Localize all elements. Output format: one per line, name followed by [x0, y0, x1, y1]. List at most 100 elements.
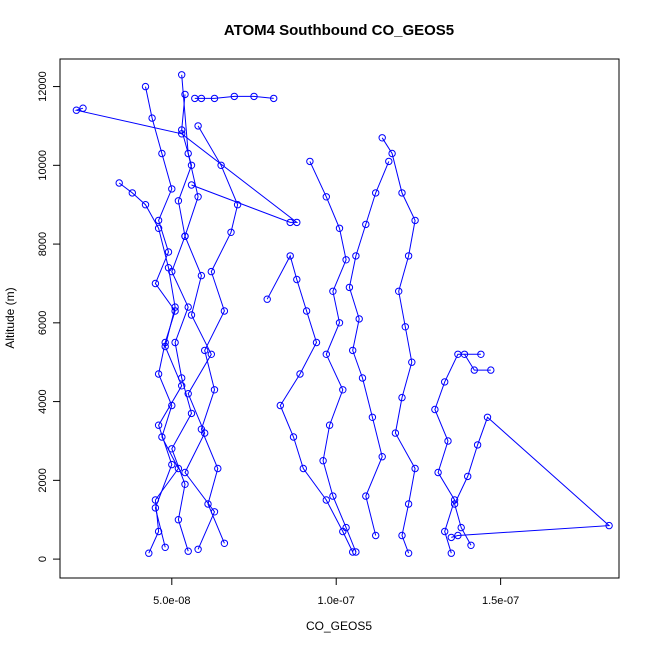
data-point: [470, 366, 478, 374]
data-point: [187, 409, 196, 418]
data-point: [174, 516, 183, 524]
data-point: [178, 71, 186, 79]
series-11: [191, 92, 278, 103]
data-point: [372, 189, 380, 197]
series-line: [74, 107, 299, 223]
data-point: [230, 92, 239, 101]
data-point: [487, 366, 495, 374]
series-layer: [72, 71, 613, 557]
series-line: [434, 353, 491, 554]
data-point: [450, 500, 459, 508]
data-point: [335, 319, 344, 327]
data-point: [355, 315, 363, 323]
data-point: [411, 216, 419, 225]
data-point: [457, 523, 465, 532]
y-tick-label: 0: [37, 556, 49, 562]
y-tick-label: 6000: [37, 311, 49, 335]
data-point: [168, 460, 176, 469]
series-line: [451, 416, 611, 546]
data-point: [319, 457, 327, 465]
data-point: [467, 541, 475, 549]
data-point: [154, 224, 163, 233]
data-point: [154, 421, 163, 429]
series-3: [115, 179, 186, 551]
data-point: [164, 264, 173, 272]
data-point: [171, 303, 179, 311]
data-point: [158, 149, 166, 158]
data-point: [352, 548, 360, 556]
data-point: [296, 370, 304, 378]
data-point: [398, 531, 406, 540]
data-point: [460, 350, 469, 358]
data-point: [299, 464, 307, 473]
y-tick-label: 10000: [37, 150, 49, 181]
data-point: [395, 287, 403, 295]
series-line: [348, 161, 390, 536]
series-line: [197, 125, 239, 544]
data-point: [178, 382, 186, 390]
data-point: [207, 350, 216, 358]
series-9: [431, 350, 495, 557]
data-point: [184, 547, 192, 555]
data-point: [197, 425, 206, 433]
data-point: [227, 228, 235, 237]
series-line: [171, 94, 193, 552]
data-point: [233, 201, 242, 209]
series-line: [118, 182, 183, 548]
data-point: [128, 189, 137, 197]
data-point: [322, 496, 330, 504]
data-point: [289, 433, 298, 441]
data-point: [204, 500, 212, 508]
data-point: [454, 531, 462, 540]
x-tick-label: 5.0e-08: [153, 595, 190, 607]
data-point: [306, 157, 314, 166]
series-6: [306, 157, 360, 556]
data-point: [194, 122, 202, 130]
data-point: [178, 130, 186, 138]
data-point: [464, 472, 472, 481]
data-point: [447, 549, 455, 557]
data-point: [145, 549, 153, 557]
series-5: [263, 252, 357, 556]
data-point: [194, 545, 202, 553]
data-point: [411, 464, 419, 473]
y-tick-label: 4000: [37, 389, 49, 413]
data-point: [161, 342, 169, 351]
data-point: [483, 413, 492, 421]
data-point: [187, 181, 196, 189]
data-point: [362, 220, 370, 229]
data-point: [434, 468, 442, 477]
series-line: [309, 161, 357, 553]
data-point: [197, 271, 206, 280]
x-tick-label: 1.0e-07: [318, 595, 355, 607]
data-point: [210, 386, 219, 394]
data-point: [154, 527, 163, 536]
series-2: [178, 71, 219, 553]
data-point: [342, 523, 350, 532]
data-point: [115, 179, 123, 187]
data-point: [72, 106, 81, 114]
data-point: [352, 252, 360, 260]
data-point: [151, 279, 160, 288]
y-tick-label: 2000: [37, 468, 49, 492]
data-point: [335, 224, 344, 233]
data-point: [404, 252, 413, 260]
data-point: [178, 126, 186, 134]
data-point: [372, 531, 380, 540]
series-0: [141, 82, 183, 557]
data-point: [187, 311, 196, 319]
data-point: [263, 295, 271, 303]
data-point: [322, 350, 330, 358]
data-point: [210, 94, 219, 103]
data-point: [378, 134, 386, 142]
data-point: [605, 521, 613, 530]
data-point: [345, 283, 354, 292]
data-point: [329, 287, 337, 295]
data-point: [164, 248, 173, 256]
data-point: [385, 157, 393, 166]
data-point: [362, 492, 370, 500]
data-point: [312, 338, 321, 347]
data-point: [270, 94, 278, 103]
data-point: [171, 338, 179, 347]
data-point: [250, 92, 258, 101]
